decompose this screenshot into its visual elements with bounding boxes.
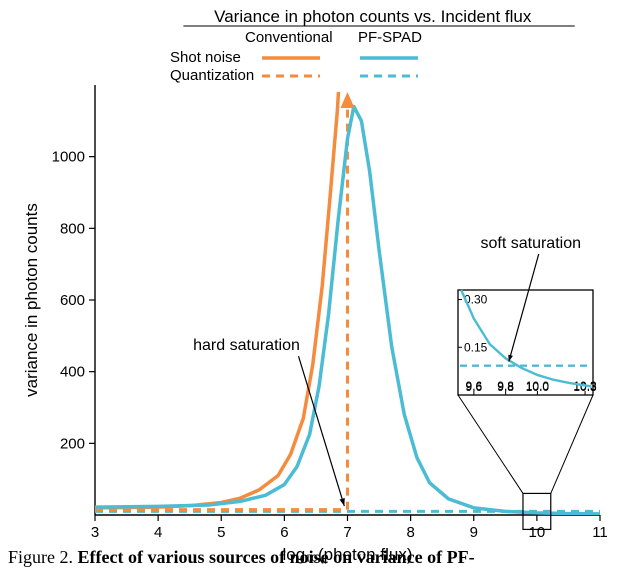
svg-text:Variance in photon counts vs.: Variance in photon counts vs. Incident f… bbox=[214, 7, 532, 26]
svg-text:9.6: 9.6 bbox=[466, 379, 483, 393]
svg-text:9: 9 bbox=[470, 524, 478, 541]
svg-text:200: 200 bbox=[60, 435, 85, 452]
svg-text:Shot noise: Shot noise bbox=[170, 49, 241, 66]
svg-text:9.8: 9.8 bbox=[497, 379, 514, 393]
svg-text:800: 800 bbox=[60, 220, 85, 237]
svg-text:hard saturation: hard saturation bbox=[193, 337, 300, 354]
svg-text:3: 3 bbox=[91, 524, 99, 541]
caption-prefix: Figure 2. bbox=[8, 547, 78, 567]
svg-text:400: 400 bbox=[60, 364, 85, 381]
svg-text:Conventional: Conventional bbox=[245, 29, 333, 46]
svg-text:600: 600 bbox=[60, 292, 85, 309]
svg-text:PF-SPAD: PF-SPAD bbox=[358, 29, 422, 46]
chart-figure: Variance in photon counts vs. Incident f… bbox=[0, 0, 640, 568]
svg-text:7: 7 bbox=[343, 524, 351, 541]
svg-text:variance in photon counts: variance in photon counts bbox=[22, 203, 41, 397]
svg-text:10.0: 10.0 bbox=[526, 379, 550, 393]
figure-caption: Figure 2. Effect of various sources of n… bbox=[0, 547, 640, 568]
caption-bold: Effect of various sources of noise on va… bbox=[78, 547, 475, 567]
svg-text:0.15: 0.15 bbox=[464, 340, 488, 354]
chart-svg: Variance in photon counts vs. Incident f… bbox=[0, 0, 640, 568]
svg-text:11: 11 bbox=[592, 524, 608, 541]
svg-text:5: 5 bbox=[217, 524, 225, 541]
svg-text:10: 10 bbox=[529, 524, 546, 541]
svg-text:8: 8 bbox=[406, 524, 414, 541]
svg-text:1000: 1000 bbox=[52, 149, 85, 166]
svg-text:Quantization: Quantization bbox=[170, 67, 254, 84]
svg-text:4: 4 bbox=[154, 524, 162, 541]
svg-text:6: 6 bbox=[280, 524, 288, 541]
svg-text:soft saturation: soft saturation bbox=[481, 235, 582, 252]
